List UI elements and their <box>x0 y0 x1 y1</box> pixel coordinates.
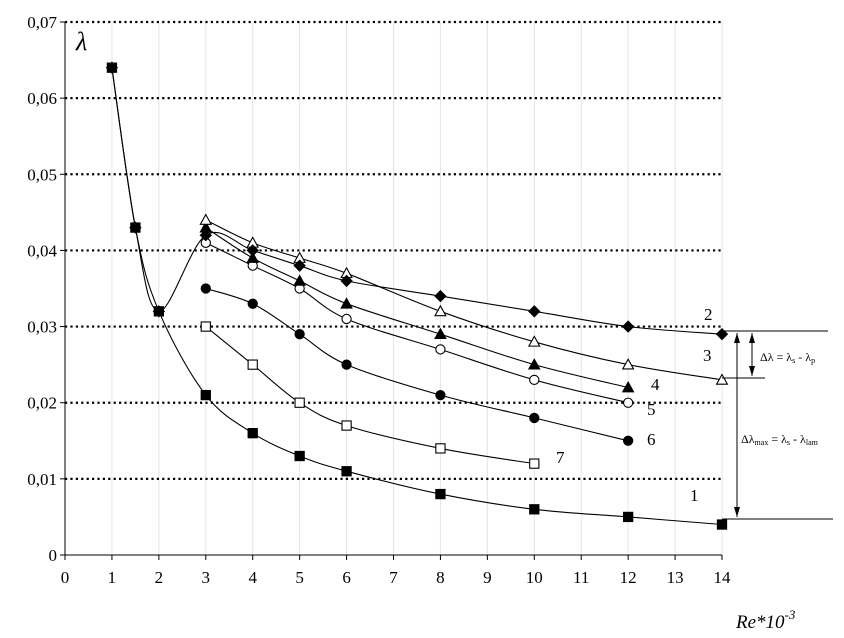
x-tick-label: 11 <box>573 568 589 587</box>
series-2-label: 2 <box>704 305 713 324</box>
y-tick-label: 0,05 <box>27 165 57 184</box>
tick-labels: 0 1 2 3 4 5 6 7 8 9 10 11 12 13 1400,010,020,030,040,0… <box>27 13 731 587</box>
series-5-label: 5 <box>647 400 656 419</box>
x-tick-label: 9 <box>483 568 492 587</box>
series-7-point <box>294 397 305 408</box>
y-tick-label: 0,03 <box>27 318 57 337</box>
grid <box>65 20 723 555</box>
x-tick-label: 3 <box>202 568 211 587</box>
y-tick-label: 0,04 <box>27 241 57 260</box>
y-axis-label: λ <box>75 27 87 56</box>
series-4-point <box>434 327 447 340</box>
series-6-line <box>205 287 629 442</box>
series-5-point <box>622 397 634 408</box>
series-1-point <box>622 511 634 523</box>
series-6-point <box>435 389 446 401</box>
series-2-point <box>434 289 447 303</box>
series-7-line <box>205 326 535 465</box>
x-axis-label: Re*10-3 <box>735 607 796 633</box>
series-6-point <box>529 412 540 424</box>
series-3-point <box>199 213 213 225</box>
delta-arrow-head-down <box>749 366 755 376</box>
series-5-point <box>341 313 352 325</box>
y-tick-label: 0,01 <box>27 470 57 489</box>
series-7-point <box>247 359 258 370</box>
axes <box>60 21 723 560</box>
x-tick-label: 5 <box>295 568 304 587</box>
series-2-point <box>199 229 212 242</box>
series-1-point <box>200 389 211 401</box>
y-tick-label: 0,06 <box>27 89 57 108</box>
series-2-point <box>621 320 635 333</box>
series-1-point <box>435 488 446 500</box>
y-tick-label: 0 <box>49 546 58 565</box>
series-6-point <box>622 435 634 446</box>
series-3-point <box>527 335 541 347</box>
x-tick-label: 10 <box>526 568 543 587</box>
series-2-point <box>528 305 541 318</box>
series-2-line <box>111 67 723 335</box>
series-1-point <box>341 466 352 477</box>
series-6-point <box>294 329 305 340</box>
series-2-point <box>715 328 729 341</box>
series-1-point <box>294 450 305 462</box>
series-7-point <box>435 443 446 454</box>
series-markers <box>105 61 729 530</box>
series-1-line <box>111 67 723 526</box>
series-2-point <box>246 244 259 257</box>
series-7-point <box>529 458 540 469</box>
series-1-point <box>153 306 165 317</box>
series-4-point <box>527 358 541 370</box>
series-1-point <box>130 222 141 233</box>
series-4-line <box>205 227 629 389</box>
series-3-label: 3 <box>703 346 712 365</box>
series-6-point <box>247 298 258 309</box>
x-tick-label: 13 <box>667 568 684 587</box>
x-tick-label: 2 <box>155 568 164 587</box>
series-curves <box>111 67 723 526</box>
delta-max-label: Δλmax = λs - λlam <box>741 432 819 447</box>
series-labels: 1 2 3 4 5 6 7 <box>556 305 713 505</box>
series-4-point <box>621 380 635 393</box>
series-2-point <box>340 274 353 288</box>
series-1-point <box>106 62 118 73</box>
y-tick-label: 0,02 <box>27 394 57 413</box>
y-tick-label: 0,07 <box>27 13 57 32</box>
x-tick-label: 7 <box>389 568 398 587</box>
series-7-point <box>341 420 352 431</box>
x-tick-label: 6 <box>342 568 351 587</box>
delta-max-arrow-head-up <box>734 333 740 343</box>
series-3-point <box>434 304 447 317</box>
x-tick-label: 0 <box>61 568 70 587</box>
x-tick-label: 14 <box>714 568 732 587</box>
delta-annotations: Δλ = λs - λp Δλmax = λs - λlam <box>722 330 833 520</box>
x-tick-label: 8 <box>436 568 445 587</box>
series-1-label: 1 <box>690 486 699 505</box>
series-4-label: 4 <box>651 375 660 394</box>
series-5-point <box>529 374 540 386</box>
series-6-label: 6 <box>647 430 656 449</box>
series-4-point <box>293 274 306 286</box>
series-1-point <box>716 519 728 530</box>
series-6-point <box>200 283 211 294</box>
series-7-label: 7 <box>556 448 565 467</box>
delta-label: Δλ = λs - λp <box>760 350 815 365</box>
series-6-point <box>341 359 352 370</box>
series-1-point <box>529 504 540 515</box>
x-tick-label: 12 <box>620 568 637 587</box>
series-1-point <box>247 428 258 439</box>
delta-arrow-head-up <box>749 333 755 343</box>
delta-max-arrow-head-down <box>734 507 740 517</box>
series-4-point <box>246 251 260 263</box>
series-4-point <box>340 297 353 309</box>
series-7-point <box>200 321 211 332</box>
x-tick-label: 1 <box>108 568 117 587</box>
series-3-point <box>621 358 635 370</box>
x-tick-label: 4 <box>248 568 257 587</box>
series-2-point <box>293 259 306 272</box>
series-3-point <box>715 373 729 385</box>
series-5-point <box>435 344 446 355</box>
